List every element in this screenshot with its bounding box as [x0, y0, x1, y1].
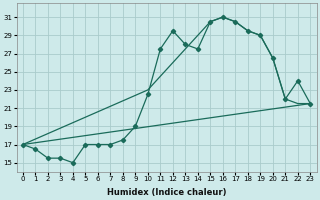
- X-axis label: Humidex (Indice chaleur): Humidex (Indice chaleur): [107, 188, 226, 197]
